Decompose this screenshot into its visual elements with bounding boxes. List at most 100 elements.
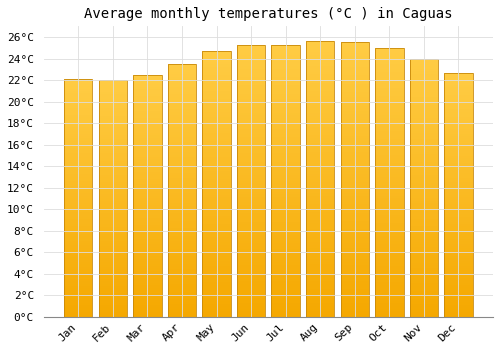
Bar	[340, 72, 369, 75]
Bar	[272, 124, 300, 126]
Bar	[64, 134, 92, 136]
Bar	[64, 119, 92, 122]
Bar	[306, 149, 334, 152]
Bar	[306, 138, 334, 140]
Bar	[444, 271, 472, 273]
Bar	[340, 100, 369, 103]
Bar	[168, 188, 196, 190]
Bar	[410, 120, 438, 123]
Bar	[237, 227, 266, 230]
Bar	[237, 300, 266, 303]
Bar	[133, 298, 162, 300]
Bar	[168, 165, 196, 168]
Bar	[340, 62, 369, 64]
Bar	[410, 90, 438, 92]
Bar	[98, 163, 127, 165]
Bar	[133, 92, 162, 94]
Bar	[98, 243, 127, 246]
Bar	[444, 77, 472, 80]
Bar	[306, 165, 334, 168]
Bar	[98, 298, 127, 300]
Bar	[272, 55, 300, 58]
Bar	[237, 104, 266, 107]
Bar	[168, 175, 196, 178]
Bar	[133, 208, 162, 210]
Bar	[272, 257, 300, 260]
Bar	[237, 314, 266, 317]
Bar	[168, 150, 196, 153]
Bar	[375, 201, 404, 204]
Bar	[202, 261, 230, 264]
Bar	[340, 199, 369, 202]
Bar	[272, 140, 300, 142]
Bar	[375, 301, 404, 303]
Bar	[168, 226, 196, 228]
Bar	[133, 244, 162, 247]
Bar	[98, 284, 127, 286]
Bar	[375, 206, 404, 209]
Bar	[272, 314, 300, 317]
Bar	[202, 256, 230, 258]
Bar	[168, 87, 196, 89]
Bar	[375, 172, 404, 174]
Bar	[133, 268, 162, 271]
Bar	[340, 202, 369, 204]
Bar	[202, 171, 230, 173]
Bar	[168, 309, 196, 312]
Bar	[444, 153, 472, 156]
Bar	[133, 314, 162, 317]
Bar	[444, 131, 472, 134]
Bar	[340, 111, 369, 114]
Bar	[410, 203, 438, 206]
Bar	[306, 237, 334, 240]
Bar	[375, 155, 404, 158]
Bar	[306, 187, 334, 190]
Bar	[202, 168, 230, 171]
Bar	[133, 142, 162, 145]
Bar	[410, 95, 438, 97]
Bar	[306, 206, 334, 209]
Bar	[98, 187, 127, 189]
Bar	[272, 137, 300, 140]
Bar	[306, 75, 334, 77]
Bar	[133, 181, 162, 184]
Bar	[375, 287, 404, 290]
Bar	[375, 115, 404, 118]
Bar	[444, 300, 472, 302]
Bar	[168, 241, 196, 244]
Bar	[202, 176, 230, 178]
Bar	[410, 312, 438, 314]
Bar	[375, 58, 404, 61]
Bar	[237, 134, 266, 137]
Bar	[444, 292, 472, 295]
Bar	[168, 302, 196, 304]
Bar	[168, 64, 196, 66]
Bar	[272, 211, 300, 214]
Bar	[98, 208, 127, 210]
Bar	[306, 80, 334, 83]
Bar	[444, 92, 472, 94]
Bar	[444, 107, 472, 109]
Bar	[98, 146, 127, 149]
Bar	[168, 69, 196, 71]
Bar	[237, 260, 266, 262]
Bar	[237, 58, 266, 61]
Bar	[306, 300, 334, 303]
Bar	[340, 108, 369, 111]
Bar	[237, 219, 266, 222]
Bar	[64, 262, 92, 265]
Bar	[237, 44, 266, 317]
Bar	[410, 283, 438, 286]
Bar	[444, 114, 472, 117]
Bar	[410, 198, 438, 201]
Bar	[306, 251, 334, 253]
Bar	[237, 243, 266, 246]
Bar	[237, 170, 266, 173]
Bar	[168, 244, 196, 246]
Bar	[410, 232, 438, 234]
Bar	[168, 66, 196, 69]
Bar	[410, 252, 438, 255]
Bar	[133, 285, 162, 288]
Bar	[202, 205, 230, 208]
Bar	[444, 309, 472, 312]
